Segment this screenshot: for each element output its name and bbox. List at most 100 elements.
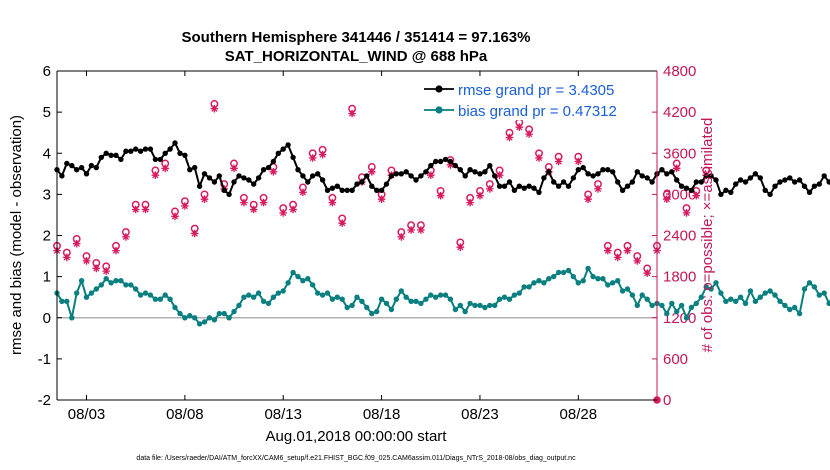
obs-assimilated-marker xyxy=(181,202,189,210)
rmse-point xyxy=(644,175,650,181)
rmse-point xyxy=(123,148,129,154)
rmse-point xyxy=(324,187,331,193)
rmse-point xyxy=(693,179,699,185)
rmse-point xyxy=(634,169,640,175)
bias-point xyxy=(137,292,144,298)
bias-point xyxy=(742,300,749,307)
legend-box xyxy=(420,76,652,120)
rmse-point xyxy=(196,183,203,189)
obs-assimilated-marker xyxy=(112,246,120,255)
rmse-point xyxy=(462,173,468,179)
bias-point xyxy=(683,315,690,321)
bias-point xyxy=(546,276,552,282)
rmse-point xyxy=(482,169,488,175)
obs-assimilated-marker xyxy=(289,205,297,214)
bias-point xyxy=(610,280,616,286)
rmse-point xyxy=(192,164,198,171)
rmse-point xyxy=(733,181,739,187)
bias-point xyxy=(452,306,459,313)
rmse-point xyxy=(615,179,621,185)
bias-point xyxy=(442,292,449,298)
obs-assimilated-marker xyxy=(141,205,150,214)
obs-assimilated-marker xyxy=(574,157,583,166)
obs-assimilated-marker xyxy=(613,253,622,262)
rmse-point xyxy=(398,171,404,177)
rmse-point xyxy=(98,154,105,161)
rmse-point xyxy=(260,167,267,173)
obs-assimilated-marker xyxy=(407,226,415,234)
rmse-point xyxy=(172,140,178,146)
rmse-point xyxy=(610,169,616,175)
rmse-point xyxy=(300,173,306,179)
obs-assimilated-marker xyxy=(643,269,651,277)
bias-point xyxy=(501,294,508,300)
obs-assimilated-marker xyxy=(456,243,465,251)
x-tick-label: 08/28 xyxy=(560,406,598,423)
rmse-point xyxy=(447,158,454,165)
bias-point xyxy=(260,298,267,304)
bias-point xyxy=(723,298,729,304)
bias-point xyxy=(718,290,724,296)
bias-point xyxy=(664,310,670,317)
rmse-point xyxy=(167,146,173,152)
bias-point xyxy=(605,282,611,288)
bias-point xyxy=(506,296,513,302)
rmse-point xyxy=(713,177,719,183)
rmse-point xyxy=(659,167,665,173)
bias-point xyxy=(575,280,581,286)
rmse-point xyxy=(246,177,252,183)
rmse-point xyxy=(703,173,709,179)
rmse-point xyxy=(767,191,773,198)
bias-point xyxy=(182,315,188,321)
bias-point xyxy=(437,292,444,298)
rmse-point xyxy=(718,191,724,198)
y-right-tick-label: 600 xyxy=(663,351,688,368)
rmse-point xyxy=(349,187,355,193)
y-right-tick-label: 3000 xyxy=(663,186,696,203)
bias-point xyxy=(255,290,262,296)
rmse-point xyxy=(231,179,237,185)
rmse-point xyxy=(162,150,168,156)
rmse-point xyxy=(772,183,778,189)
rmse-point xyxy=(787,175,793,181)
obs-assimilated-marker xyxy=(623,246,632,255)
legend-bias-label: bias grand pr = 0.47312 xyxy=(458,103,617,120)
bias-point xyxy=(280,288,286,294)
bias-point xyxy=(585,265,591,272)
bias-point xyxy=(580,278,586,284)
bias-point xyxy=(821,290,827,296)
bias-point xyxy=(615,278,621,284)
chart-title: Southern Hemisphere 341446 / 351414 = 97… xyxy=(182,29,531,46)
bias-point xyxy=(737,294,744,300)
x-tick-label: 08/13 xyxy=(264,406,302,423)
bias-point xyxy=(806,280,813,286)
rmse-point xyxy=(570,175,577,181)
rmse-point xyxy=(315,171,321,177)
obs-assimilated-marker xyxy=(672,164,681,173)
rmse-point xyxy=(674,177,680,183)
obs-assimilated-marker xyxy=(446,161,455,169)
obs-assimilated-marker xyxy=(535,154,543,162)
bias-point xyxy=(541,280,547,286)
rmse-point xyxy=(413,177,419,183)
bias-point xyxy=(334,294,340,300)
y-right-tick-label: 0 xyxy=(663,392,671,409)
rmse-point xyxy=(64,160,70,167)
rmse-point xyxy=(580,164,586,171)
rmse-point xyxy=(698,179,704,185)
bias-point xyxy=(590,273,596,280)
bias-point xyxy=(157,296,163,302)
obs-assimilated-marker xyxy=(663,195,671,203)
legend-bias-marker xyxy=(435,106,443,114)
bias-point xyxy=(649,302,655,309)
rmse-point xyxy=(452,162,459,169)
obs-assimilated-marker xyxy=(190,229,199,238)
bias-point xyxy=(319,292,326,298)
bias-point xyxy=(433,294,439,300)
bias-point xyxy=(167,296,173,302)
legend-rmse-label: rmse grand pr = 3.4305 xyxy=(458,82,614,99)
rmse-point xyxy=(555,183,562,189)
rmse-point xyxy=(777,179,783,185)
rmse-point xyxy=(521,185,527,191)
obs-assimilated-marker xyxy=(161,164,169,173)
